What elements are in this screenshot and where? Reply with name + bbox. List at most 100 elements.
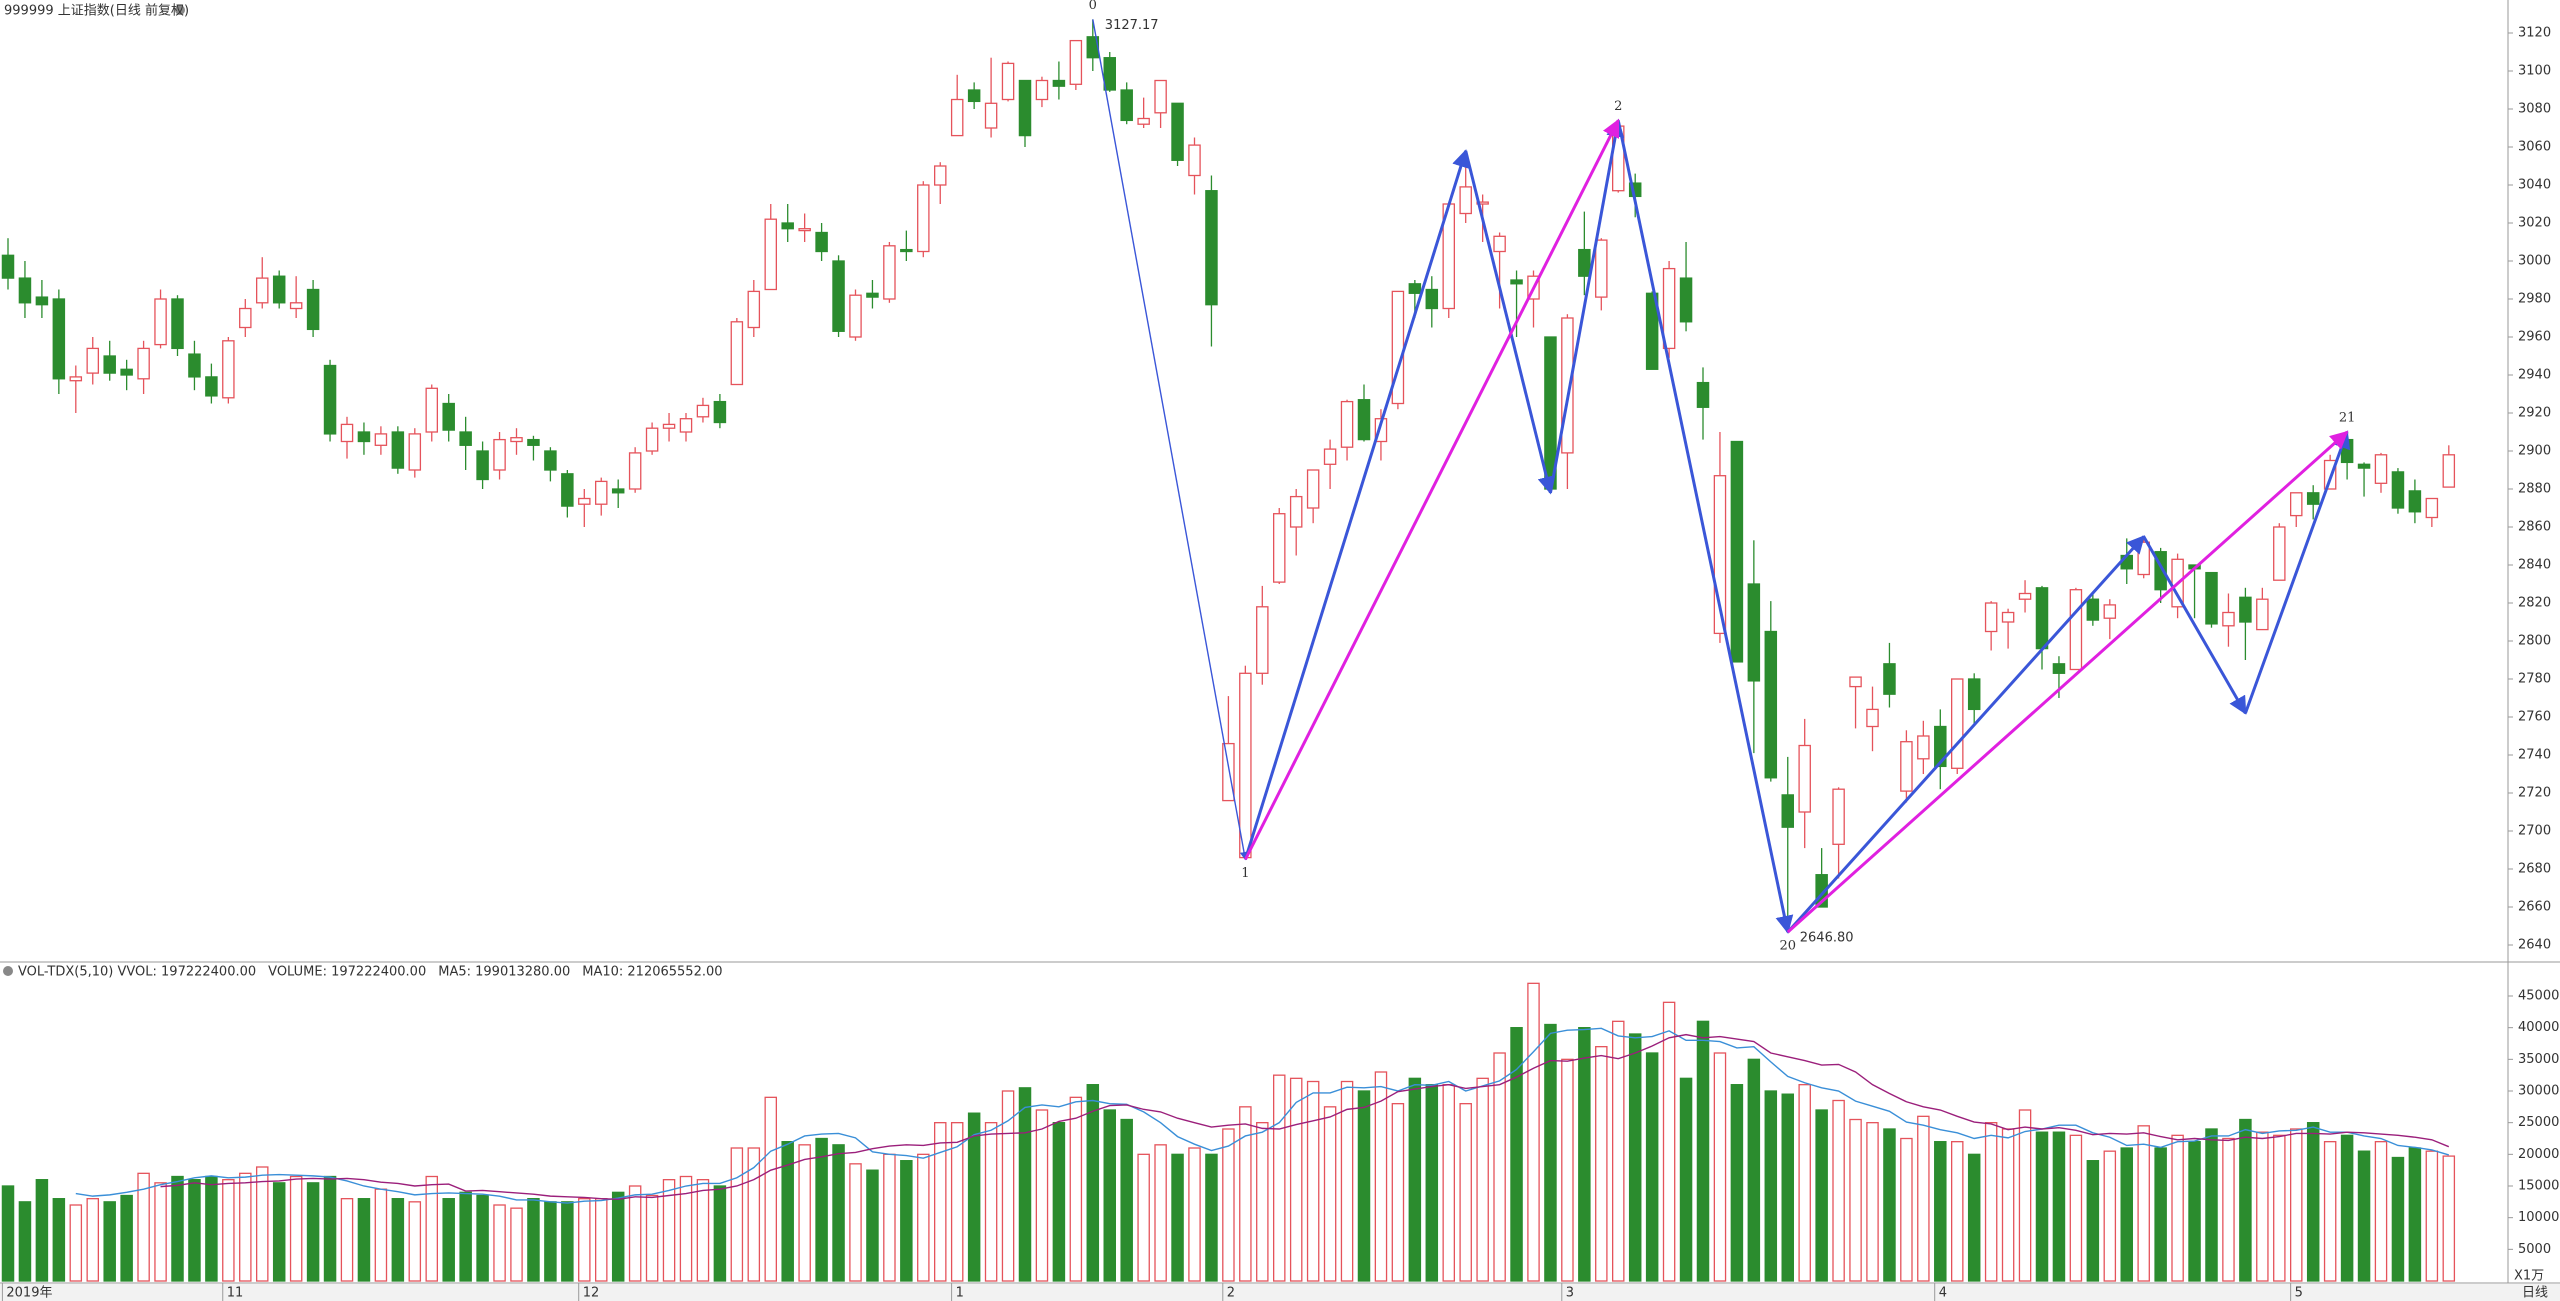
candle-body: [18, 277, 32, 304]
candle-body: [2289, 492, 2303, 517]
volume-bar: [289, 1175, 303, 1282]
candle-body: [1459, 186, 1472, 215]
indicator-icon[interactable]: [3, 966, 13, 976]
chart-title: 999999 上证指数(日线 前复权): [4, 3, 189, 19]
volume-bar: [764, 1096, 778, 1282]
pivot-label: 1: [1241, 866, 1249, 881]
y-tick-label: 2640: [2518, 938, 2551, 953]
volume-bar: [2001, 1128, 2015, 1282]
y-tick-label: 25000: [2518, 1115, 2559, 1130]
candle-body: [1967, 678, 1981, 711]
volume-bar: [1730, 1084, 1744, 1282]
date-label: 2019年: [6, 1286, 52, 1301]
y-tick-label: 30000: [2518, 1084, 2559, 1099]
volume-bar: [1222, 1128, 1235, 1282]
y-tick-label: 15000: [2518, 1179, 2559, 1194]
volume-bar: [1188, 1147, 1201, 1282]
candle-body: [2239, 596, 2252, 623]
volume-bar: [476, 1194, 489, 1282]
candle-body: [730, 321, 744, 386]
pivot-label: 0: [1089, 0, 1097, 13]
volume-bar: [1137, 1153, 1150, 1282]
volume-bar: [2273, 1134, 2286, 1282]
volume-bar: [1595, 1046, 1608, 1282]
candle-body: [1357, 399, 1371, 441]
volume-bar: [1544, 1023, 1557, 1282]
candle-body: [1713, 475, 1727, 635]
volume-bar: [1696, 1020, 1710, 1282]
candle-body: [86, 347, 100, 374]
candle-body: [1730, 440, 1744, 663]
volume-bar: [1984, 1122, 1998, 1282]
candle-body: [849, 294, 862, 338]
candle-body: [374, 433, 388, 446]
volume-bar: [866, 1169, 879, 1282]
volume-bar: [1171, 1153, 1184, 1282]
candle-body: [1645, 292, 1659, 370]
candle-body: [391, 431, 405, 469]
volume-bar: [1239, 1106, 1252, 1282]
candle-body: [1154, 79, 1167, 114]
y-tick-label: 3060: [2518, 140, 2551, 155]
trend-segment: [1616, 120, 1794, 934]
volume-bar: [86, 1198, 100, 1282]
header-icon[interactable]: [175, 5, 185, 15]
volume-bar: [1154, 1144, 1167, 1282]
candle-body: [2256, 598, 2269, 631]
volume-bar: [527, 1198, 540, 1282]
volume-readout: MA5: 199013280.00: [438, 965, 570, 980]
candle-body: [2374, 454, 2388, 484]
volume-bar: [323, 1175, 337, 1282]
candle-body: [306, 288, 320, 331]
volume-bar: [1493, 1052, 1506, 1282]
candle-body: [2035, 587, 2049, 650]
candle-body: [1, 254, 15, 279]
candle-body: [1696, 381, 1710, 408]
moving-average-line: [160, 1033, 2450, 1201]
volume-bar: [679, 1175, 693, 1282]
candle-body: [35, 296, 49, 306]
volume-bar: [2120, 1147, 2133, 1282]
candle-body: [1984, 602, 1998, 633]
volume-bar: [340, 1198, 354, 1282]
y-tick-label: 2860: [2518, 520, 2551, 535]
volume-bar: [781, 1141, 794, 1282]
volume-bar: [1205, 1153, 1218, 1282]
date-label: 2: [1227, 1286, 1235, 1301]
candle-body: [1951, 678, 1964, 769]
y-tick-label: 20000: [2518, 1147, 2559, 1162]
volume-bar: [815, 1137, 828, 1282]
pivot-label: 21: [2339, 411, 2356, 426]
volume-bar: [1713, 1052, 1727, 1282]
volume-bar: [2408, 1147, 2422, 1282]
candle-body: [2357, 463, 2371, 469]
trend-segment: [1786, 535, 2145, 934]
y-tick-label: 2840: [2518, 558, 2551, 573]
volume-bar: [425, 1175, 438, 1282]
volume-readout: MA10: 212065552.00: [582, 965, 722, 980]
y-tick-label: 3080: [2518, 102, 2551, 117]
date-label: 5: [2295, 1286, 2303, 1301]
candle-body: [1849, 676, 1862, 688]
candle-body: [662, 423, 676, 429]
y-tick-label: 3000: [2518, 254, 2551, 269]
candle-body: [984, 102, 998, 129]
volume-bar: [696, 1179, 710, 1282]
volume-bar: [2323, 1141, 2337, 1282]
candle-body: [357, 431, 371, 443]
candle-body: [1883, 663, 1896, 695]
volume-bar: [967, 1112, 981, 1282]
y-tick-label: 3100: [2518, 64, 2551, 79]
candle-body: [442, 402, 455, 431]
candle-body: [1425, 288, 1439, 310]
volume-readout: VOLUME: 197222400.00: [268, 965, 426, 980]
trend-segment: [2243, 430, 2351, 714]
unit-label: X1万: [2514, 1269, 2544, 1284]
volume-bar: [2188, 1141, 2201, 1282]
candle-body: [1934, 725, 1947, 768]
volume-bar: [662, 1179, 676, 1282]
volume-bar: [2289, 1128, 2303, 1282]
volume-bar: [205, 1175, 218, 1282]
trend-segment: [1464, 150, 1556, 495]
